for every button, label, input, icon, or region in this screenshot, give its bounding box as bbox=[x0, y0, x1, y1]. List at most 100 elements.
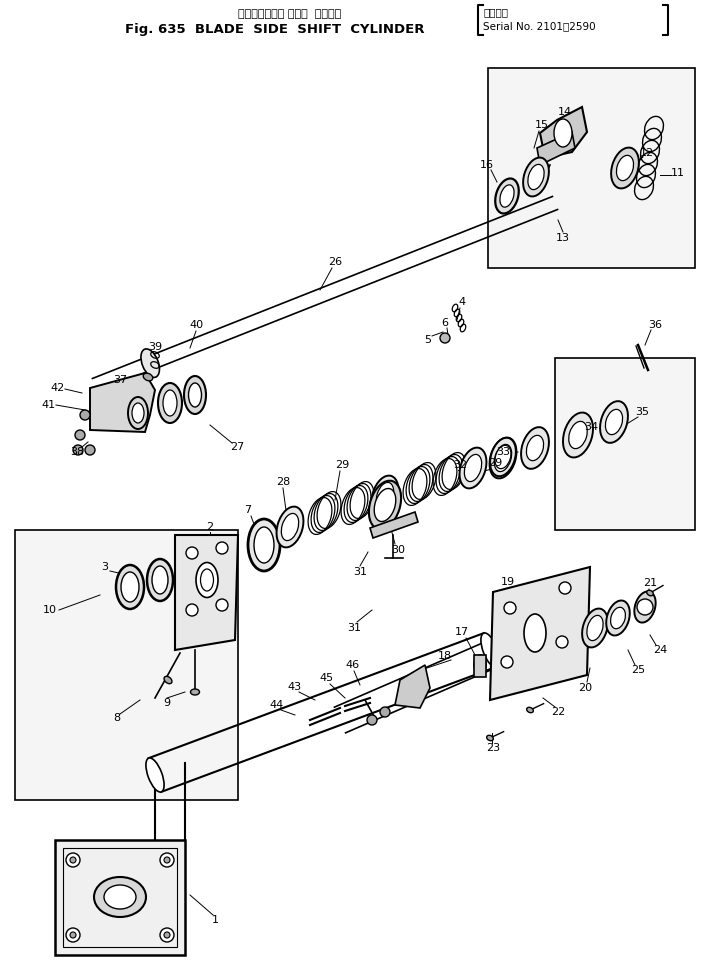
Ellipse shape bbox=[617, 155, 633, 180]
Text: 22: 22 bbox=[551, 707, 565, 717]
Text: 30: 30 bbox=[391, 545, 405, 555]
Text: 24: 24 bbox=[653, 645, 667, 655]
Ellipse shape bbox=[369, 481, 401, 529]
Ellipse shape bbox=[94, 877, 146, 917]
Polygon shape bbox=[395, 665, 430, 708]
Circle shape bbox=[367, 715, 377, 725]
Ellipse shape bbox=[464, 454, 482, 482]
Bar bbox=[474, 655, 486, 677]
Ellipse shape bbox=[611, 607, 626, 629]
Text: 26: 26 bbox=[328, 257, 342, 267]
Ellipse shape bbox=[163, 390, 177, 416]
Text: 39: 39 bbox=[148, 342, 162, 352]
Text: 18: 18 bbox=[438, 651, 452, 661]
Polygon shape bbox=[555, 358, 695, 530]
Ellipse shape bbox=[647, 590, 653, 596]
Circle shape bbox=[160, 928, 174, 942]
Circle shape bbox=[186, 547, 198, 559]
Text: 28: 28 bbox=[276, 477, 290, 487]
Text: 9: 9 bbox=[163, 698, 171, 708]
Text: 適用号機: 適用号機 bbox=[483, 7, 508, 17]
Text: 42: 42 bbox=[51, 383, 65, 393]
Circle shape bbox=[216, 599, 228, 611]
Ellipse shape bbox=[495, 446, 511, 469]
Text: 29: 29 bbox=[488, 458, 502, 468]
Text: 38: 38 bbox=[70, 447, 84, 457]
Circle shape bbox=[504, 602, 516, 614]
Ellipse shape bbox=[460, 448, 486, 488]
Ellipse shape bbox=[600, 401, 628, 443]
Circle shape bbox=[556, 636, 568, 648]
Text: 7: 7 bbox=[245, 505, 252, 515]
Ellipse shape bbox=[490, 438, 516, 476]
Text: 37: 37 bbox=[113, 375, 127, 385]
Text: 33: 33 bbox=[496, 447, 510, 457]
Circle shape bbox=[160, 853, 174, 867]
Text: 19: 19 bbox=[501, 577, 515, 587]
Ellipse shape bbox=[188, 383, 202, 407]
Text: 1: 1 bbox=[212, 915, 219, 925]
Bar bbox=[63, 848, 177, 947]
Ellipse shape bbox=[132, 403, 144, 423]
Text: 8: 8 bbox=[113, 713, 120, 723]
Circle shape bbox=[380, 707, 390, 717]
Ellipse shape bbox=[563, 412, 593, 457]
Text: ブレードサイド シフト  シリンダ: ブレードサイド シフト シリンダ bbox=[238, 9, 342, 19]
Ellipse shape bbox=[495, 178, 519, 214]
Circle shape bbox=[440, 333, 450, 343]
Text: 23: 23 bbox=[486, 743, 500, 753]
Ellipse shape bbox=[104, 885, 136, 909]
Ellipse shape bbox=[146, 758, 164, 792]
Text: Fig. 635  BLADE  SIDE  SHIFT  CYLINDER: Fig. 635 BLADE SIDE SHIFT CYLINDER bbox=[125, 23, 425, 36]
Ellipse shape bbox=[376, 483, 394, 510]
Text: 29: 29 bbox=[335, 460, 349, 470]
Text: 31: 31 bbox=[353, 567, 367, 577]
Ellipse shape bbox=[141, 349, 160, 377]
Circle shape bbox=[70, 932, 76, 938]
Text: 17: 17 bbox=[455, 627, 469, 637]
Circle shape bbox=[164, 932, 170, 938]
Circle shape bbox=[85, 445, 95, 455]
Ellipse shape bbox=[521, 427, 549, 469]
Text: 6: 6 bbox=[441, 318, 449, 328]
Text: 40: 40 bbox=[190, 320, 204, 330]
Text: 32: 32 bbox=[453, 460, 467, 470]
Ellipse shape bbox=[152, 566, 168, 594]
Ellipse shape bbox=[164, 677, 172, 683]
Circle shape bbox=[186, 604, 198, 616]
Ellipse shape bbox=[147, 559, 173, 601]
Polygon shape bbox=[90, 373, 155, 432]
Circle shape bbox=[75, 430, 85, 440]
Ellipse shape bbox=[372, 476, 399, 517]
Text: 34: 34 bbox=[584, 422, 598, 432]
Ellipse shape bbox=[276, 507, 304, 547]
Ellipse shape bbox=[281, 514, 299, 540]
Ellipse shape bbox=[474, 655, 486, 675]
Text: 36: 36 bbox=[648, 320, 662, 330]
Ellipse shape bbox=[254, 527, 274, 563]
Text: 13: 13 bbox=[556, 233, 570, 243]
Ellipse shape bbox=[527, 707, 534, 713]
Text: 31: 31 bbox=[347, 623, 361, 633]
Circle shape bbox=[70, 857, 76, 863]
Circle shape bbox=[66, 853, 80, 867]
Ellipse shape bbox=[611, 147, 639, 188]
Ellipse shape bbox=[489, 438, 517, 479]
Circle shape bbox=[559, 582, 571, 594]
Ellipse shape bbox=[527, 436, 543, 460]
Text: 16: 16 bbox=[480, 160, 494, 170]
Text: 21: 21 bbox=[643, 578, 657, 588]
Ellipse shape bbox=[196, 563, 218, 598]
Ellipse shape bbox=[374, 488, 396, 522]
Ellipse shape bbox=[121, 572, 139, 602]
Ellipse shape bbox=[248, 519, 280, 571]
Text: 15: 15 bbox=[535, 120, 549, 130]
Polygon shape bbox=[370, 512, 418, 538]
Text: 35: 35 bbox=[635, 407, 649, 417]
Text: 45: 45 bbox=[320, 673, 334, 683]
Ellipse shape bbox=[523, 158, 549, 196]
Text: 10: 10 bbox=[43, 605, 57, 615]
Circle shape bbox=[216, 542, 228, 554]
Ellipse shape bbox=[158, 383, 182, 423]
Ellipse shape bbox=[605, 410, 623, 435]
